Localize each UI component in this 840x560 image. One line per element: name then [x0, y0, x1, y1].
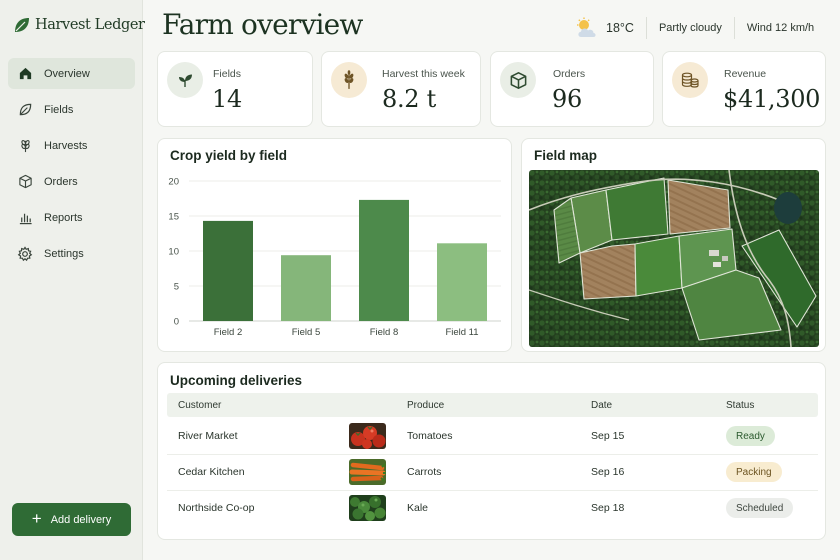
sidebar-item-overview[interactable]: Overview — [8, 58, 135, 89]
status-badge: Scheduled — [726, 498, 794, 518]
column-header[interactable]: Customer — [178, 400, 222, 411]
plus-icon: + — [31, 509, 42, 528]
x-tick-label: Field 5 — [292, 327, 321, 338]
status-badge: Ready — [726, 426, 775, 446]
divider — [645, 17, 647, 39]
coins-icon — [672, 62, 708, 98]
sidebar: Harvest Ledger Overview Fields Harvests … — [0, 0, 145, 560]
weather-widget: 18°C Partly cloudy Wind 12 km/h — [574, 14, 814, 42]
add-delivery-button[interactable]: + Add delivery — [12, 503, 131, 536]
table-row[interactable]: River Market Tomatoes Sep 15 Ready — [167, 419, 818, 455]
deliveries-title: Upcoming deliveries — [170, 373, 303, 388]
stat-value: $41,300 — [723, 85, 821, 113]
crop-yield-chart: 0 5 10 15 20 Field 2 Field 5 Field 8 Field 11 — [168, 177, 501, 338]
sidebar-item-settings[interactable]: Settings — [8, 238, 135, 269]
weather-temp: 18°C — [606, 21, 634, 35]
field-map[interactable] — [529, 170, 819, 347]
bar — [359, 199, 409, 321]
stat-card-harvest[interactable]: Harvest this week 8.2 t — [321, 51, 481, 127]
bar — [437, 243, 487, 321]
partly-cloudy-icon — [577, 17, 596, 37]
y-tick-label: 15 — [168, 212, 179, 223]
stat-card-revenue[interactable]: Revenue $41,300 — [662, 51, 826, 127]
tomatoes-thumbnail — [349, 423, 386, 449]
app-name: Harvest Ledger — [35, 17, 145, 33]
table-row[interactable]: Cedar Kitchen Carrots Sep 16 Packing — [167, 455, 818, 491]
wheat-icon — [17, 138, 33, 154]
sidebar-item-label: Harvests — [44, 139, 88, 152]
divider — [733, 17, 735, 39]
leaf-icon — [17, 102, 33, 118]
add-delivery-label: Add delivery — [50, 513, 112, 526]
date-cell: Sep 16 — [591, 466, 625, 478]
stat-card-orders[interactable]: Orders 96 — [490, 51, 654, 127]
box-icon — [17, 174, 33, 190]
leaf-logo-icon — [15, 18, 29, 32]
stat-label: Harvest this week — [382, 68, 465, 80]
map-title: Field map — [534, 148, 598, 163]
date-cell: Sep 15 — [591, 430, 625, 442]
weather-wind: Wind 12 km/h — [746, 22, 815, 34]
bar — [203, 220, 253, 321]
sprout-icon — [167, 62, 203, 98]
stat-value: 14 — [212, 85, 242, 113]
bar — [281, 255, 331, 321]
customer-cell: Cedar Kitchen — [178, 466, 245, 478]
gear-icon — [17, 245, 33, 262]
sidebar-item-label: Reports — [44, 211, 83, 224]
stat-label: Fields — [213, 68, 242, 80]
wheat-icon — [331, 62, 367, 98]
column-header[interactable]: Status — [726, 400, 755, 411]
box-icon — [500, 62, 536, 98]
weather-condition: Partly cloudy — [658, 22, 722, 34]
status-badge: Packing — [726, 462, 782, 482]
produce-cell: Carrots — [407, 466, 442, 478]
y-tick-label: 20 — [168, 177, 179, 188]
produce-cell: Tomatoes — [407, 430, 453, 442]
deliveries-card: Upcoming deliveries Customer Produce Dat… — [157, 362, 826, 540]
stat-label: Revenue — [724, 68, 767, 80]
sidebar-item-label: Overview — [44, 67, 90, 80]
home-icon — [17, 66, 33, 82]
stat-label: Orders — [553, 68, 586, 80]
table-row[interactable]: Northside Co-op Kale Sep 18 Scheduled — [167, 491, 818, 527]
column-header[interactable]: Date — [591, 400, 613, 411]
stat-card-fields[interactable]: Fields 14 — [157, 51, 313, 127]
sidebar-item-harvests[interactable]: Harvests — [8, 130, 135, 161]
y-tick-label: 10 — [168, 247, 179, 258]
crop-yield-card: Crop yield by field 0 5 10 15 20 Field 2 Field… — [157, 138, 512, 352]
field-map-card: Field map — [521, 138, 826, 352]
bar-chart-icon — [17, 210, 33, 226]
customer-cell: River Market — [178, 430, 238, 442]
sidebar-item-orders[interactable]: Orders — [8, 166, 135, 197]
app-logo[interactable]: Harvest Ledger — [13, 16, 145, 34]
y-tick-label: 5 — [174, 282, 179, 293]
y-tick-label: 0 — [174, 317, 179, 328]
sidebar-item-reports[interactable]: Reports — [8, 202, 135, 233]
x-tick-label: Field 8 — [370, 327, 399, 338]
customer-cell: Northside Co-op — [178, 502, 255, 514]
kale-thumbnail — [349, 495, 386, 521]
sidebar-item-label: Orders — [44, 175, 78, 188]
page-title: Farm overview — [162, 8, 363, 41]
sidebar-nav: Overview Fields Harvests Orders Reports — [8, 58, 135, 274]
stat-value: 96 — [552, 85, 582, 113]
table-header: Customer Produce Date Status — [167, 393, 818, 417]
produce-cell: Kale — [407, 502, 429, 514]
chart-title: Crop yield by field — [170, 148, 288, 163]
date-cell: Sep 18 — [591, 502, 625, 514]
sidebar-item-label: Settings — [44, 247, 84, 260]
column-header[interactable]: Produce — [407, 400, 445, 411]
sidebar-item-fields[interactable]: Fields — [8, 94, 135, 125]
carrots-thumbnail — [349, 459, 386, 485]
x-tick-label: Field 11 — [445, 327, 478, 338]
sidebar-item-label: Fields — [44, 103, 74, 116]
x-tick-label: Field 2 — [214, 327, 243, 338]
stat-value: 8.2 t — [382, 85, 436, 113]
